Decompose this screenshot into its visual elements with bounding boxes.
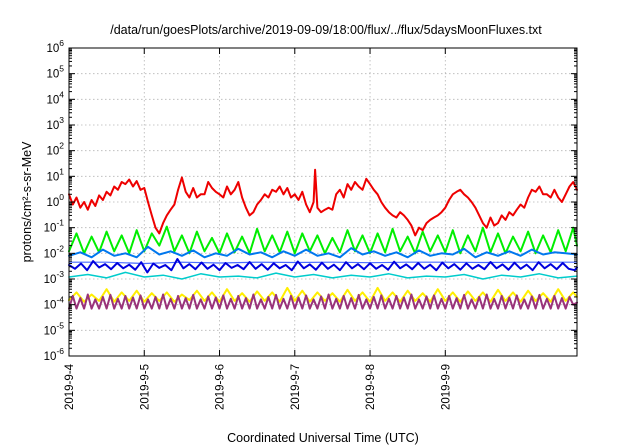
- y-tick-exponent: -2: [56, 243, 64, 253]
- series-line-5: [68, 286, 578, 303]
- plot-frame: [68, 47, 578, 357]
- series-line-7: [68, 168, 578, 237]
- y-tick-mantissa: 10: [44, 325, 57, 337]
- x-tick-label: 2019-9-5: [139, 364, 151, 410]
- y-tick-mantissa: 10: [46, 146, 59, 158]
- y-tick-exponent: 5: [59, 64, 64, 74]
- series-line-6: [68, 293, 578, 310]
- y-tick-mantissa: 10: [44, 223, 57, 235]
- x-tick-label: 2019-9-8: [365, 364, 377, 410]
- y-tick-exponent: -1: [56, 218, 64, 228]
- y-axis-title: protons/cm²-s-sr-MeV: [20, 141, 34, 263]
- y-tick-labels: 10-610-510-410-310-210-11001011021031041…: [44, 38, 65, 363]
- y-tick-label: 102: [46, 141, 64, 158]
- y-tick-label: 10-3: [44, 269, 65, 286]
- y-tick-exponent: 6: [59, 38, 64, 48]
- y-tick-mantissa: 10: [44, 300, 57, 312]
- y-tick-mantissa: 10: [46, 43, 59, 55]
- x-tick-labels: 2019-9-4 2019-9-5 2019-9-6 2019-9-7 2019-9-8…: [64, 363, 452, 410]
- y-tick-mantissa: 10: [46, 69, 59, 81]
- y-tick-mantissa: 10: [44, 248, 57, 260]
- series-line-3: [68, 245, 578, 259]
- chart-title: /data/run/goesPlots/archive/2019-09-09/1…: [110, 23, 542, 37]
- y-tick-mantissa: 10: [46, 94, 59, 106]
- y-tick-label: 10-6: [44, 346, 65, 363]
- series-line-2: [68, 261, 578, 265]
- y-tick-label: 10-1: [44, 218, 65, 235]
- y-tick-label: 101: [46, 166, 64, 183]
- y-tick-label: 10-5: [44, 320, 65, 337]
- y-tick-label: 10-2: [44, 243, 65, 260]
- y-tick-label: 106: [46, 38, 64, 55]
- y-tick-exponent: -3: [56, 269, 64, 279]
- y-tick-exponent: -4: [56, 295, 64, 305]
- y-tick-exponent: 3: [59, 115, 64, 125]
- x-tick-label: 2019-9-9: [440, 364, 452, 410]
- y-tick-exponent: -5: [56, 320, 64, 330]
- y-tick-label: 103: [46, 115, 64, 132]
- y-tick-exponent: 1: [59, 166, 64, 176]
- y-tick-exponent: 2: [59, 141, 64, 151]
- y-tick-mantissa: 10: [44, 274, 57, 286]
- y-tick-mantissa: 10: [44, 351, 57, 363]
- y-tick-exponent: 4: [59, 89, 64, 99]
- y-tick-mantissa: 10: [46, 197, 59, 209]
- grid: [69, 48, 577, 356]
- y-tick-exponent: -6: [56, 346, 64, 356]
- series-line-4: [68, 258, 578, 274]
- y-tick-label: 10-4: [44, 295, 65, 312]
- y-tick-label: 100: [46, 192, 64, 209]
- series-line-1: [68, 271, 578, 280]
- x-tick-label: 2019-9-6: [215, 364, 227, 410]
- x-tick-label: 2019-9-7: [290, 364, 302, 410]
- y-tick-label: 105: [46, 64, 64, 81]
- y-tick-exponent: 0: [59, 192, 64, 202]
- x-axis-title: Coordinated Universal Time (UTC): [227, 431, 419, 445]
- y-tick-mantissa: 10: [46, 171, 59, 183]
- y-tick-mantissa: 10: [46, 120, 59, 132]
- x-tick-label: 2019-9-4: [64, 363, 76, 410]
- y-tick-label: 104: [46, 89, 64, 106]
- data-series: [68, 168, 578, 310]
